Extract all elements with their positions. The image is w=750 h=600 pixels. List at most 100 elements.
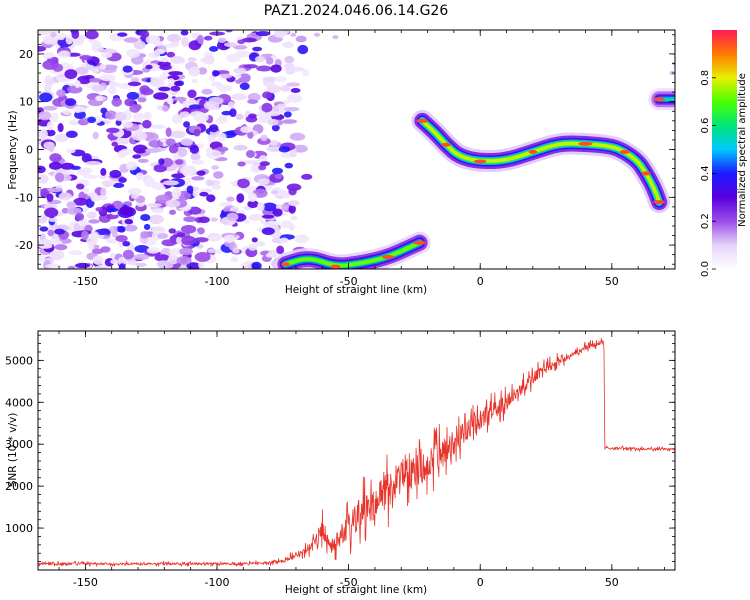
noise-blob [183,121,191,128]
snr-frame [37,330,676,571]
noise-blob [180,30,189,36]
noise-blob [282,42,294,48]
noise-blob [286,93,303,104]
noise-blob [269,139,279,146]
noise-blob [276,245,285,255]
noise-blob [124,224,138,232]
noise-blob [218,132,227,141]
noise-blob [157,261,174,269]
noise-blob [289,147,297,158]
noise-blob [52,63,64,72]
figure-title: PAZ1.2024.046.06.14.G26 [264,3,449,19]
noise-blob [115,234,128,242]
noise-blob [217,84,233,92]
colorbar-tick-label: 0.2 [700,213,711,229]
noise-blob [226,212,239,222]
noise-blob [172,113,183,124]
noise-blob [133,253,150,261]
noise-blob [38,129,48,139]
spectrogram-x-tick-label: 50 [605,275,619,288]
noise-blob [247,200,259,208]
noise-blob [79,167,93,174]
spectrogram-y-tick-label: 0 [26,144,33,157]
noise-blob [284,162,294,169]
noise-blob [38,174,49,184]
noise-blob [266,146,282,153]
noise-blob [288,187,297,196]
noise-blob [212,70,220,77]
noise-blob [257,201,265,212]
noise-blob [221,110,232,116]
noise-blob [271,124,280,132]
noise-blob [284,56,295,64]
noise-blob [129,104,141,113]
noise-blob [88,219,100,224]
noise-blob [262,91,273,99]
noise-blob [235,73,242,79]
noise-blob [237,161,246,167]
noise-blob [38,239,53,249]
noise-blob [194,251,211,262]
noise-blob [260,134,268,142]
noise-blob [75,262,91,269]
noise-blob [145,35,161,45]
noise-blob [93,195,109,201]
spectrogram-x-tick-label: -150 [73,275,98,288]
noise-blob [54,228,65,235]
ridge-hotspot [416,118,429,123]
noise-blob [161,239,177,247]
noise-blob [209,124,219,133]
noise-blob [288,204,296,214]
noise-blob [49,250,65,261]
noise-blob [210,81,223,88]
noise-blob [46,121,54,131]
noise-blob [290,215,298,221]
noise-blob [188,104,203,110]
noise-blob [197,67,208,75]
noise-blob [290,32,297,37]
noise-blob [133,144,148,154]
noise-blob [43,84,53,92]
noise-blob [251,237,258,243]
noise-blob [79,55,92,61]
noise-blob [261,227,275,235]
noise-blob [289,132,306,141]
noise-blob [93,266,107,269]
noise-blob [207,248,217,254]
ridge-hotspot [413,240,426,245]
noise-blob [220,73,233,79]
noise-blob [73,197,88,206]
noise-blob [254,241,266,247]
noise-blob [54,172,65,182]
noise-blob [279,204,290,211]
noise-blob [90,66,100,73]
noise-blob [154,254,170,262]
noise-blob [57,50,71,59]
ridge-hotspot [619,149,631,154]
noise-blob [140,88,154,96]
noise-blob [290,66,305,72]
noise-blob [301,173,313,180]
noise-blob [167,78,175,84]
noise-blob [230,256,239,263]
noise-blob [122,65,133,73]
noise-blob [57,123,64,133]
ridge-hotspot [653,97,666,102]
noise-blob [297,44,309,55]
noise-blob [199,191,209,197]
noise-blob [86,116,97,123]
noise-blob [235,113,244,120]
noise-blob [261,102,273,113]
noise-blob [293,144,308,153]
noise-blob [42,105,58,111]
snr-x-axis-label: Height of straight line (km) [285,584,427,596]
ridge-hotspot [382,255,395,260]
noise-blob [130,77,140,83]
noise-blob [314,32,321,37]
noise-blob [145,64,153,70]
noise-blob [66,85,83,94]
noise-blob [91,248,104,255]
noise-blob [112,182,125,189]
ridge-hotspot [474,159,487,164]
